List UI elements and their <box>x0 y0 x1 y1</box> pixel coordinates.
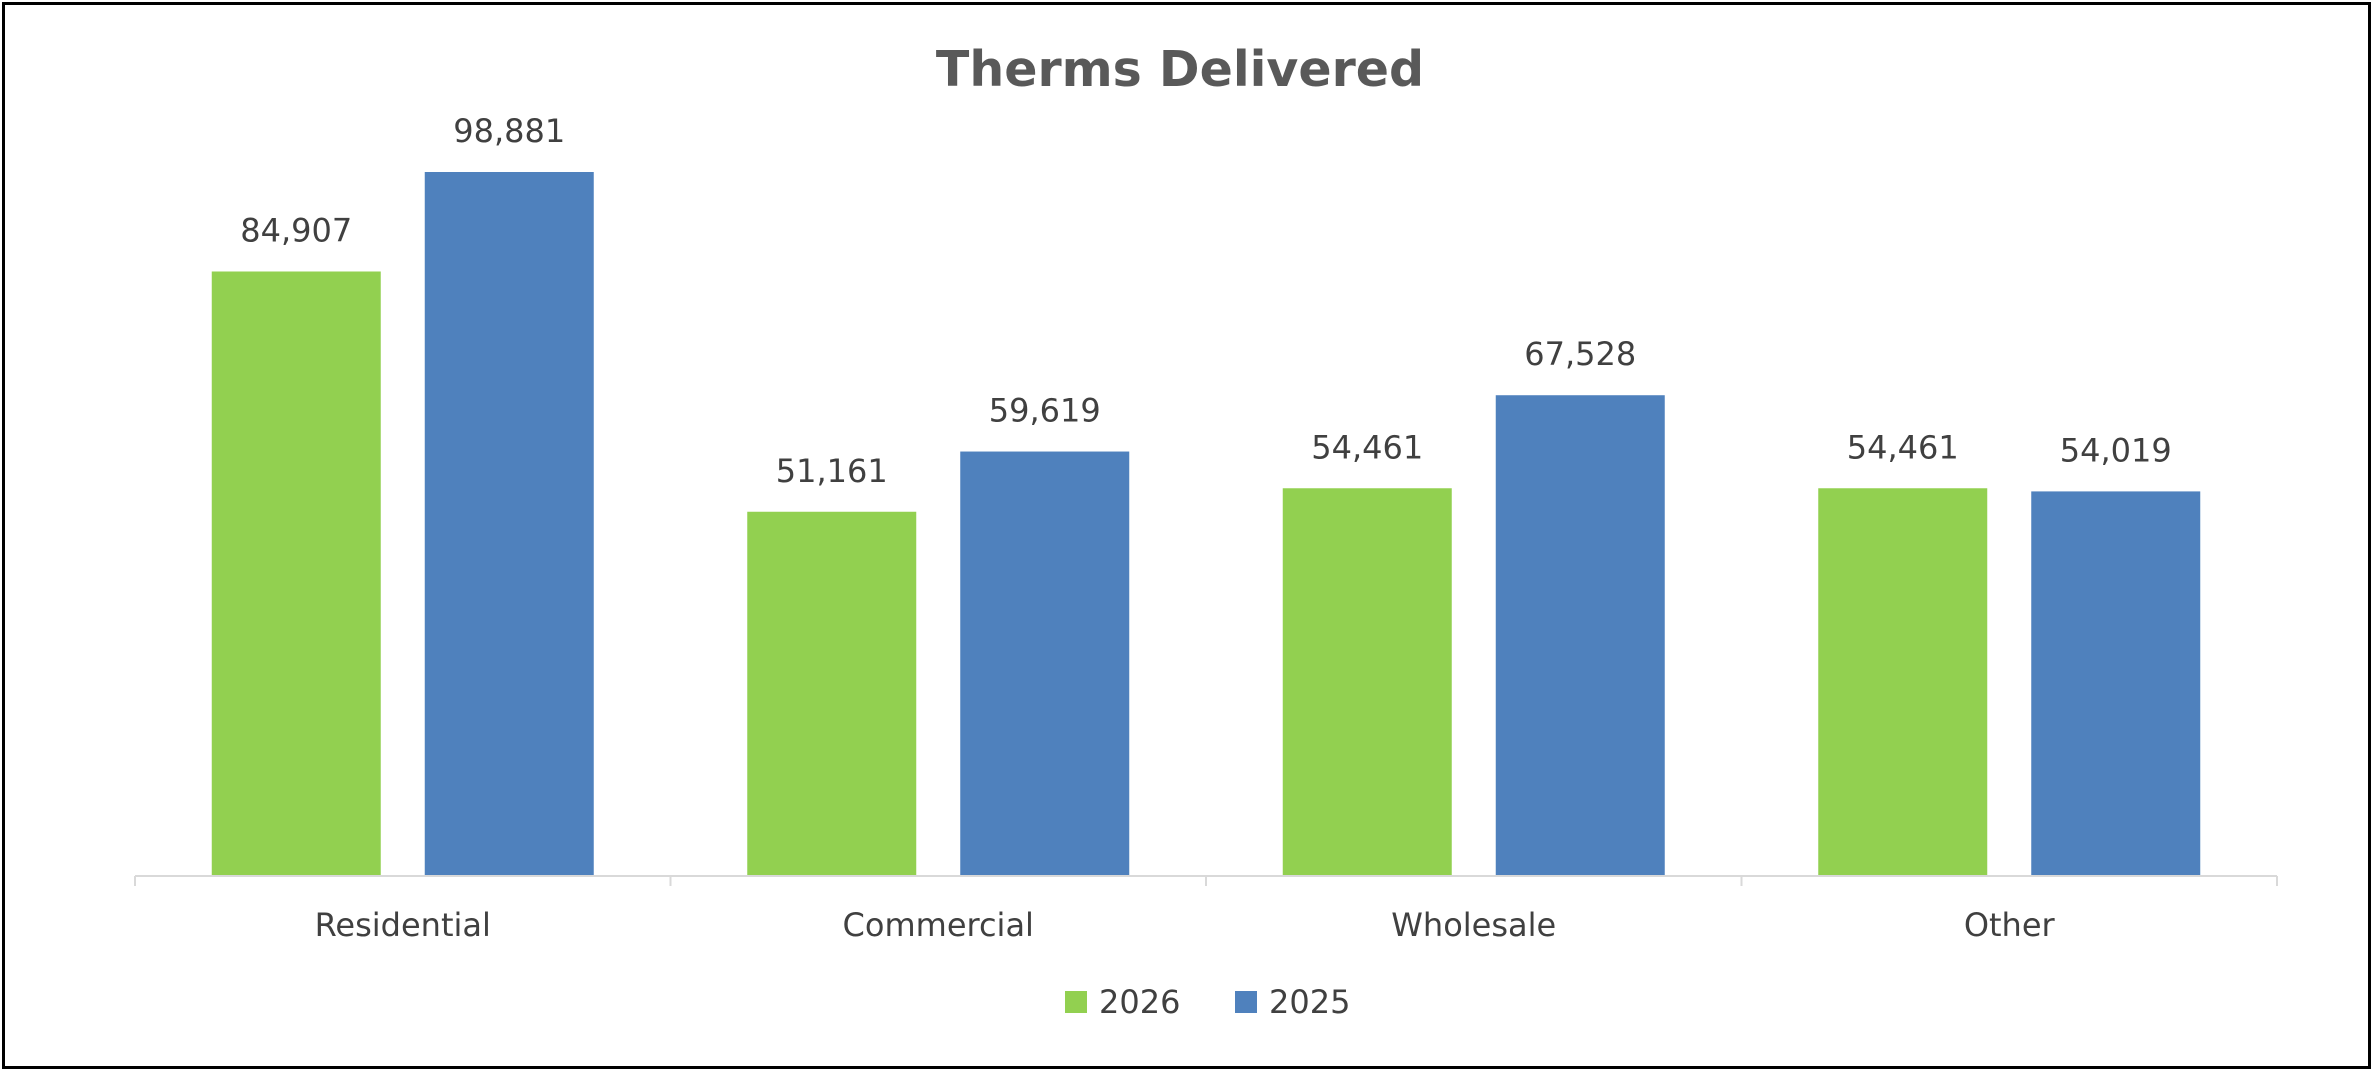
bar-commercial-2026 <box>747 511 917 876</box>
bars-layer <box>211 172 2201 877</box>
legend-label-2026: 2026 <box>1099 983 1180 1021</box>
chart-title: Therms Delivered <box>936 41 1424 98</box>
x-tick-label-residential: Residential <box>315 906 491 944</box>
legend: 2026 2025 <box>1065 983 1350 1021</box>
bar-residential-2026 <box>211 271 381 877</box>
x-tick-label-commercial: Commercial <box>843 906 1034 944</box>
data-label-residential-2025: 98,881 <box>453 112 565 150</box>
x-tick-label-other: Other <box>1964 906 2056 944</box>
x-axis-ticks <box>134 876 2278 886</box>
data-label-commercial-2025: 59,619 <box>989 392 1101 430</box>
x-tick-label-wholesale: Wholesale <box>1391 906 1556 944</box>
bar-wholesale-2025 <box>1495 395 1665 876</box>
data-label-residential-2026: 84,907 <box>240 211 352 249</box>
legend-label-2025: 2025 <box>1269 983 1350 1021</box>
data-label-wholesale-2026: 54,461 <box>1311 428 1423 466</box>
bar-wholesale-2026 <box>1282 488 1452 876</box>
data-label-commercial-2026: 51,161 <box>776 452 888 490</box>
bar-other-2026 <box>1818 488 1988 876</box>
data-label-other-2025: 54,019 <box>2060 431 2172 469</box>
legend-swatch-2025 <box>1235 991 1257 1013</box>
bar-other-2025 <box>2031 491 2201 876</box>
data-label-other-2026: 54,461 <box>1847 428 1959 466</box>
legend-swatch-2026 <box>1065 991 1087 1013</box>
bar-commercial-2025 <box>960 451 1130 876</box>
data-label-wholesale-2025: 67,528 <box>1524 335 1636 373</box>
x-axis-tick-labels: Residential Commercial Wholesale Other <box>315 906 2056 944</box>
data-labels-layer: 84,907 98,881 51,161 59,619 54,461 67,528 54,4… <box>240 112 2171 490</box>
bar-residential-2025 <box>424 172 594 876</box>
